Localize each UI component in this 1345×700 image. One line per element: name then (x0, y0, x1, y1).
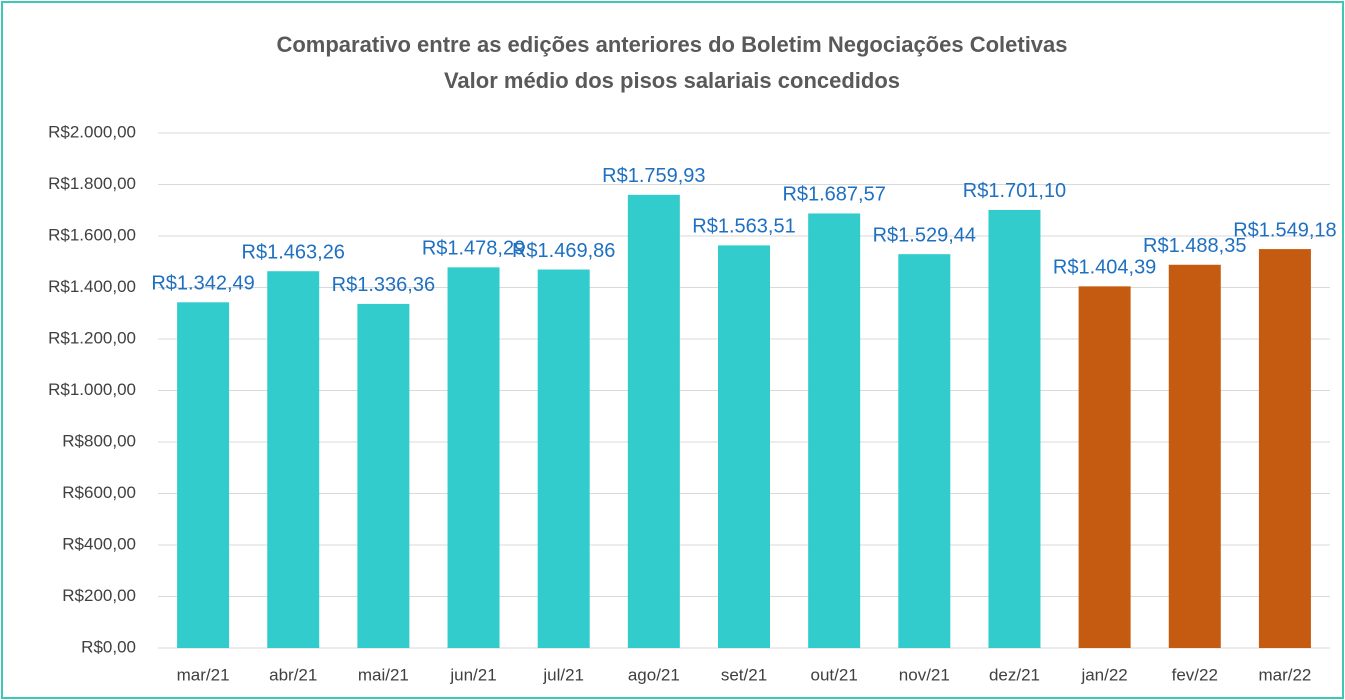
bar (267, 271, 320, 648)
data-label: R$1.336,36 (332, 274, 435, 296)
chart-title: Comparativo entre as edições anteriores … (276, 32, 1067, 57)
y-tick-label: R$0,00 (81, 637, 136, 656)
bar (1078, 286, 1131, 648)
data-label: R$1.478,29 (422, 238, 525, 260)
y-tick-label: R$200,00 (62, 586, 136, 605)
bar (447, 267, 500, 648)
x-tick-label: jun/21 (449, 665, 496, 684)
y-tick-label: R$800,00 (62, 431, 136, 450)
data-label: R$1.488,35 (1143, 235, 1246, 257)
x-tick-label: mar/21 (177, 665, 230, 684)
x-tick-label: jul/21 (542, 665, 584, 684)
x-tick-label: fev/22 (1172, 665, 1218, 684)
y-tick-label: R$400,00 (62, 534, 136, 553)
x-tick-label: jan/22 (1080, 665, 1127, 684)
bar (357, 303, 410, 648)
data-label: R$1.529,44 (873, 224, 976, 246)
bar (718, 245, 770, 648)
data-label: R$1.563,51 (692, 216, 795, 238)
chart-subtitle: Valor médio dos pisos salariais concedid… (444, 68, 900, 93)
bar (537, 269, 590, 648)
y-tick-label: R$1.600,00 (48, 225, 136, 244)
data-label: R$1.404,39 (1053, 257, 1156, 279)
bar (808, 213, 861, 648)
bar (1258, 249, 1311, 648)
x-tick-label: set/21 (721, 665, 767, 684)
data-label: R$1.687,57 (782, 184, 885, 206)
data-label: R$1.701,10 (963, 180, 1066, 202)
bar (177, 302, 230, 648)
y-tick-label: R$1.000,00 (48, 380, 136, 399)
y-tick-label: R$1.200,00 (48, 328, 136, 347)
x-tick-label: ago/21 (628, 665, 680, 684)
x-tick-label: mar/22 (1258, 665, 1311, 684)
data-label: R$1.342,49 (151, 273, 254, 295)
data-label: R$1.463,26 (242, 241, 345, 263)
data-label: R$1.549,18 (1233, 219, 1336, 241)
x-tick-label: nov/21 (899, 665, 950, 684)
data-label: R$1.469,86 (512, 240, 615, 262)
data-label: R$1.759,93 (602, 165, 705, 187)
y-tick-label: R$2.000,00 (48, 122, 136, 141)
y-tick-label: R$600,00 (62, 483, 136, 502)
bar (988, 209, 1041, 649)
x-tick-label: abr/21 (269, 665, 317, 684)
bar (898, 254, 951, 649)
x-tick-label: mai/21 (358, 665, 409, 684)
y-tick-label: R$1.800,00 (48, 174, 136, 193)
y-tick-label: R$1.400,00 (48, 277, 136, 296)
x-tick-label: dez/21 (989, 665, 1040, 684)
bar (1168, 264, 1221, 648)
x-tick-label: out/21 (811, 665, 858, 684)
bar (627, 194, 680, 648)
